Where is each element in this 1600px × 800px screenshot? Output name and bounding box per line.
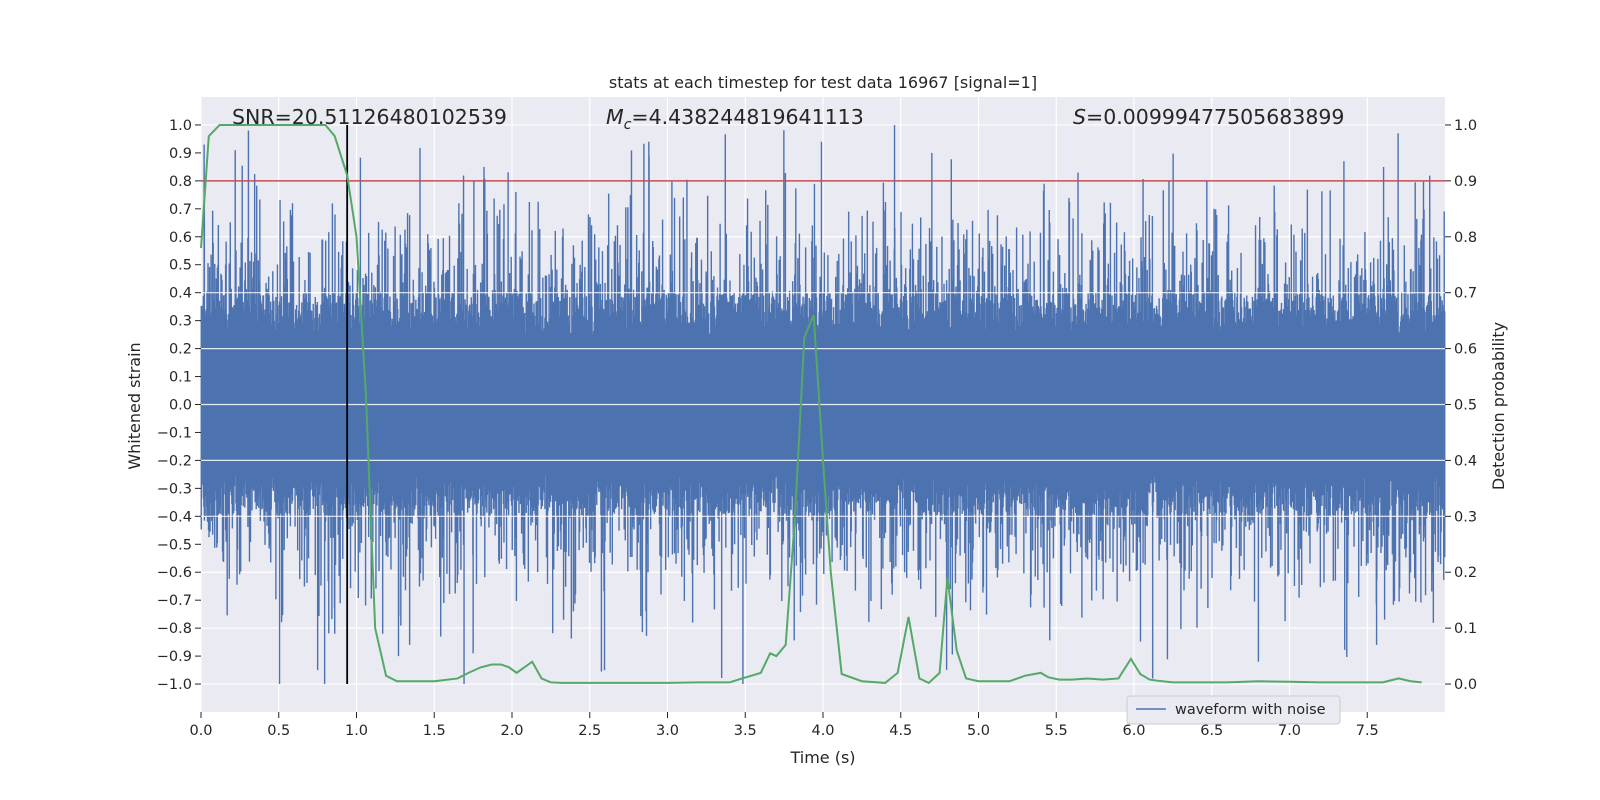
probability-line [200, 123, 1422, 685]
y-tick-label: −0.8 [157, 621, 192, 637]
x-tick-label: 6.5 [1200, 723, 1223, 739]
x-tick-label: 0.5 [267, 723, 290, 739]
chart-title: stats at each timestep for test data 169… [609, 73, 1037, 92]
x-tick-label: 3.5 [734, 723, 757, 739]
chirp-mass-annotation: Mc=4.438244819641113 [606, 105, 864, 133]
x-tick-label: 4.0 [811, 723, 834, 739]
y-tick-label: −0.1 [157, 425, 192, 441]
y-tick-label: 0.8 [169, 174, 192, 190]
chirp-mass-symbol: M [606, 105, 624, 129]
snr-annotation: SNR=20.51126480102539 [232, 105, 507, 129]
y-tick-label: −0.2 [157, 453, 192, 469]
x-tick-label: 2.0 [500, 723, 523, 739]
left-axis: 1.0 0.9 0.8 0.7 0.6 0.5 0.4 0.3 0.2 0.1 0.0 −0.1 −0.… [157, 118, 201, 693]
y-tick-label: 0.3 [169, 314, 192, 330]
y-tick-label: 0.9 [169, 146, 192, 162]
right-axis: 1.0 0.9 0.8 0.7 0.6 0.5 0.4 0.3 0.2 0.1 0.0 [1445, 118, 1477, 693]
y2-tick-label: 0.7 [1454, 286, 1477, 302]
chirp-mass-value: =4.438244819641113 [631, 105, 863, 129]
y-tick-label: −0.7 [157, 593, 192, 609]
x-tick-label: 7.5 [1356, 723, 1379, 739]
legend-label: waveform with noise [1175, 702, 1326, 718]
y-tick-label: 0.4 [169, 286, 192, 302]
y-tick-label: −0.6 [157, 565, 192, 581]
y2-tick-label: 0.4 [1454, 453, 1477, 469]
y2-tick-label: 0.8 [1454, 230, 1477, 246]
y-tick-label: 0.5 [169, 258, 192, 274]
y2-axis-label: Detection probability [1489, 322, 1508, 490]
x-tick-label: 2.5 [578, 723, 601, 739]
y2-tick-label: 0.0 [1454, 677, 1477, 693]
x-tick-label: 7.0 [1278, 723, 1301, 739]
y2-tick-label: 0.2 [1454, 565, 1477, 581]
legend-box [1126, 695, 1341, 725]
y-tick-label: −0.9 [157, 649, 192, 665]
y2-tick-label: 1.0 [1454, 118, 1477, 134]
s-symbol: S [1073, 105, 1086, 129]
y-tick-label: −0.4 [157, 509, 192, 525]
x-tick-label: 3.0 [656, 723, 679, 739]
s-annotation: S=0.00999477505683899 [1073, 105, 1344, 129]
x-tick-label: 5.5 [1045, 723, 1068, 739]
y2-tick-label: 0.6 [1454, 342, 1477, 358]
y-tick-label: −1.0 [157, 677, 192, 693]
x-tick-label: 4.5 [889, 723, 912, 739]
y-tick-label: 0.0 [169, 398, 192, 414]
y-tick-label: 0.6 [169, 230, 192, 246]
x-tick-label: 5.0 [967, 723, 990, 739]
overlay-lines [200, 123, 1445, 685]
y-tick-label: 0.2 [169, 342, 192, 358]
y2-tick-label: 0.9 [1454, 174, 1477, 190]
y-tick-label: −0.5 [157, 537, 192, 553]
chirp-mass-subscript: c [624, 117, 632, 133]
x-tick-label: 1.0 [345, 723, 368, 739]
plot-area [200, 123, 1446, 685]
y-axis-label: Whitened strain [125, 342, 144, 469]
y-tick-label: 0.1 [169, 370, 192, 386]
bottom-axis: 0.0 0.5 1.0 1.5 2.0 2.5 3.0 3.5 4.0 4.5 5.0 5.5 6.0 6… [189, 712, 1379, 739]
y-tick-label: 0.7 [169, 202, 192, 218]
y-tick-label: −0.3 [157, 481, 192, 497]
s-value: =0.00999477505683899 [1086, 105, 1344, 129]
x-axis-label: Time (s) [789, 748, 855, 767]
y-tick-label: 1.0 [169, 118, 192, 134]
y2-tick-label: 0.3 [1454, 509, 1477, 525]
y2-tick-label: 0.5 [1454, 398, 1477, 414]
x-tick-label: 0.0 [189, 723, 212, 739]
y2-tick-label: 0.1 [1454, 621, 1477, 637]
legend: waveform with noise [1126, 695, 1341, 725]
x-tick-label: 1.5 [423, 723, 446, 739]
x-tick-label: 6.0 [1122, 723, 1145, 739]
